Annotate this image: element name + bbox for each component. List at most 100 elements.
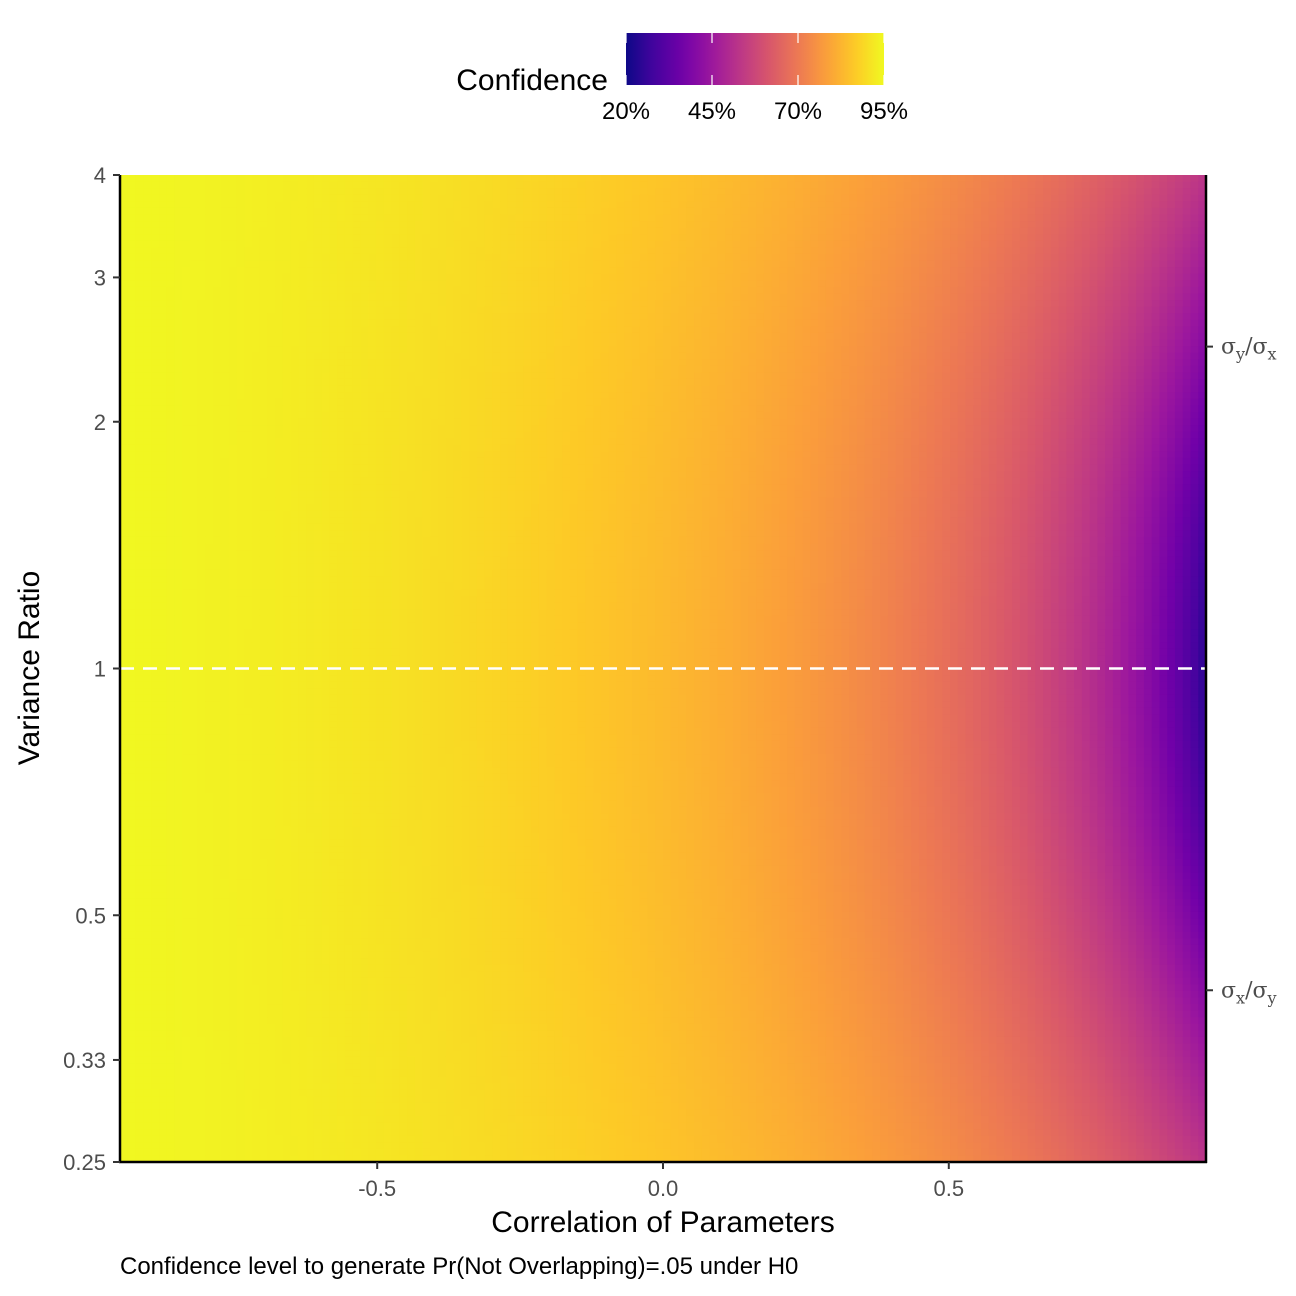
heatmap-cell [935, 280, 943, 287]
heatmap-cell [407, 379, 415, 386]
heatmap-cell [446, 405, 454, 412]
heatmap-cell [1183, 214, 1191, 221]
heatmap-cell [236, 340, 244, 347]
heatmap-cell [733, 313, 741, 320]
heatmap-cell [236, 247, 244, 254]
heatmap-cell [710, 221, 718, 228]
heatmap-cell [236, 274, 244, 281]
heatmap-cell [260, 182, 268, 189]
heatmap-cell [919, 379, 927, 386]
heatmap-cell [593, 293, 601, 300]
heatmap-cell [260, 379, 268, 386]
heatmap-cell [616, 366, 624, 373]
heatmap-cell [578, 201, 586, 208]
heatmap-cell [539, 405, 547, 412]
heatmap-cell [950, 340, 958, 347]
heatmap-cell [710, 228, 718, 235]
heatmap-cell [593, 300, 601, 307]
heatmap-cell [903, 195, 911, 202]
heatmap-cell [469, 320, 477, 327]
heatmap-cell [655, 392, 663, 399]
heatmap-cell [167, 366, 175, 373]
heatmap-cell [353, 326, 361, 333]
heatmap-cell [997, 320, 1005, 327]
heatmap-cell [655, 340, 663, 347]
heatmap-cell [539, 195, 547, 202]
heatmap-cell [446, 313, 454, 320]
heatmap-cell [446, 353, 454, 360]
heatmap-cell [935, 247, 943, 254]
heatmap-cell [1090, 287, 1098, 294]
heatmap-cell [353, 366, 361, 373]
heatmap-cell [275, 201, 283, 208]
heatmap-cell [1152, 261, 1160, 268]
heatmap-cell [547, 379, 555, 386]
heatmap-cell [322, 267, 330, 274]
heatmap-cell [136, 182, 144, 189]
heatmap-cell [958, 293, 966, 300]
heatmap-cell [508, 280, 516, 287]
heatmap-cell [1012, 208, 1020, 215]
heatmap-cell [523, 214, 531, 221]
heatmap-cell [585, 313, 593, 320]
heatmap-cell [500, 214, 508, 221]
heatmap-cell [880, 254, 888, 261]
heatmap-cell [1128, 353, 1136, 360]
heatmap-cell [1097, 214, 1105, 221]
heatmap-cell [1035, 379, 1043, 386]
heatmap-cell [454, 274, 462, 281]
heatmap-cell [1097, 372, 1105, 379]
heatmap-cell [997, 326, 1005, 333]
heatmap-cell [1121, 175, 1129, 182]
heatmap-cell [159, 175, 167, 182]
heatmap-cell [609, 340, 617, 347]
heatmap-cell [407, 188, 415, 195]
heatmap-cell [679, 208, 687, 215]
heatmap-cell [415, 221, 423, 228]
heatmap-cell [935, 188, 943, 195]
heatmap-cell [329, 320, 337, 327]
heatmap-cell [1159, 372, 1167, 379]
heatmap-cell [1159, 241, 1167, 248]
heatmap-cell [531, 287, 539, 294]
heatmap-cell [663, 333, 671, 340]
heatmap-cell [531, 254, 539, 261]
heatmap-cell [927, 353, 935, 360]
heatmap-cell [407, 405, 415, 412]
heatmap-cell [213, 221, 221, 228]
heatmap-cell [407, 261, 415, 268]
heatmap-cell [345, 195, 353, 202]
heatmap-cell [1020, 326, 1028, 333]
heatmap-cell [1183, 234, 1191, 241]
heatmap-cell [748, 267, 756, 274]
heatmap-cell [167, 353, 175, 360]
heatmap-cell [997, 307, 1005, 314]
heatmap-cell [942, 333, 950, 340]
heatmap-cell [492, 320, 500, 327]
heatmap-cell [205, 333, 213, 340]
heatmap-cell [469, 274, 477, 281]
heatmap-cell [710, 300, 718, 307]
heatmap-cell [1175, 392, 1183, 399]
heatmap-cell [741, 188, 749, 195]
heatmap-cell [454, 293, 462, 300]
heatmap-cell [663, 182, 671, 189]
heatmap-cell [407, 333, 415, 340]
heatmap-cell [1066, 326, 1074, 333]
heatmap-cell [702, 274, 710, 281]
heatmap-cell [306, 386, 314, 393]
heatmap-cell [935, 241, 943, 248]
heatmap-cell [128, 386, 136, 393]
heatmap-cell [585, 346, 593, 353]
heatmap-cell [174, 307, 182, 314]
heatmap-cell [593, 359, 601, 366]
heatmap-cell [1152, 372, 1160, 379]
heatmap-cell [1121, 333, 1129, 340]
heatmap-cell [1159, 313, 1167, 320]
heatmap-cell [880, 392, 888, 399]
heatmap-cell [694, 208, 702, 215]
heatmap-cell [834, 340, 842, 347]
heatmap-cell [283, 293, 291, 300]
heatmap-cell [966, 188, 974, 195]
heatmap-cell [717, 326, 725, 333]
